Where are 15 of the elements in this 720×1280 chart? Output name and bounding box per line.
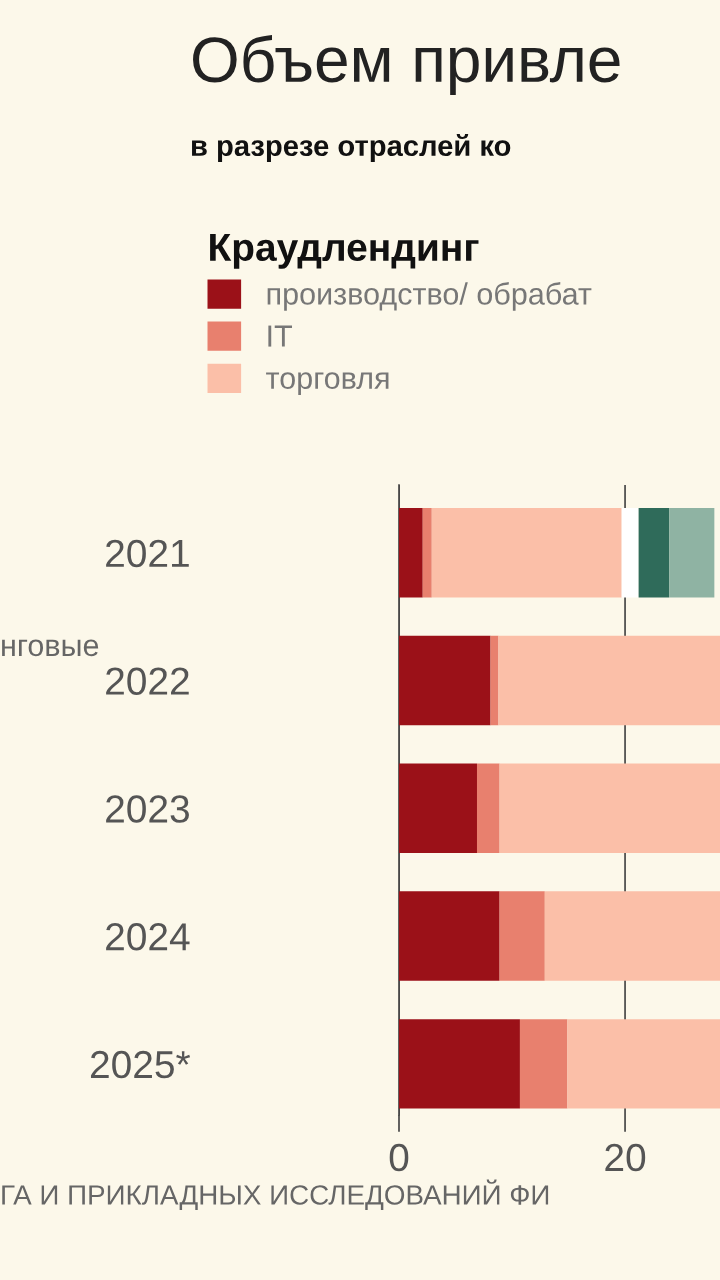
y-tick-label: 2025* bbox=[90, 1050, 191, 1079]
chart-subtitle: в разрезе отраслей ко bbox=[192, 134, 511, 162]
text: ГА И ПРИКЛАДНЫХ ИССЛЕДОВАНИЙ ФИ bbox=[2, 1179, 549, 1211]
legend-label: IT bbox=[268, 325, 293, 347]
legend-label: производство/ обрабат bbox=[267, 282, 592, 311]
x-tick-label: 20 bbox=[605, 1143, 646, 1172]
x-tick-label: 0 bbox=[389, 1143, 409, 1172]
y-tick-label: 2021 bbox=[106, 539, 189, 568]
y-tick-label: 2022 bbox=[106, 667, 189, 695]
chart-title: Объем привле bbox=[193, 34, 620, 96]
y-tick-label: 2023 bbox=[106, 795, 189, 823]
y-tick-label: 2024 bbox=[106, 923, 190, 951]
legend-title: Краудлендинг bbox=[210, 233, 479, 269]
legend-label: торговля bbox=[266, 372, 389, 396]
text: нговые bbox=[2, 639, 99, 657]
